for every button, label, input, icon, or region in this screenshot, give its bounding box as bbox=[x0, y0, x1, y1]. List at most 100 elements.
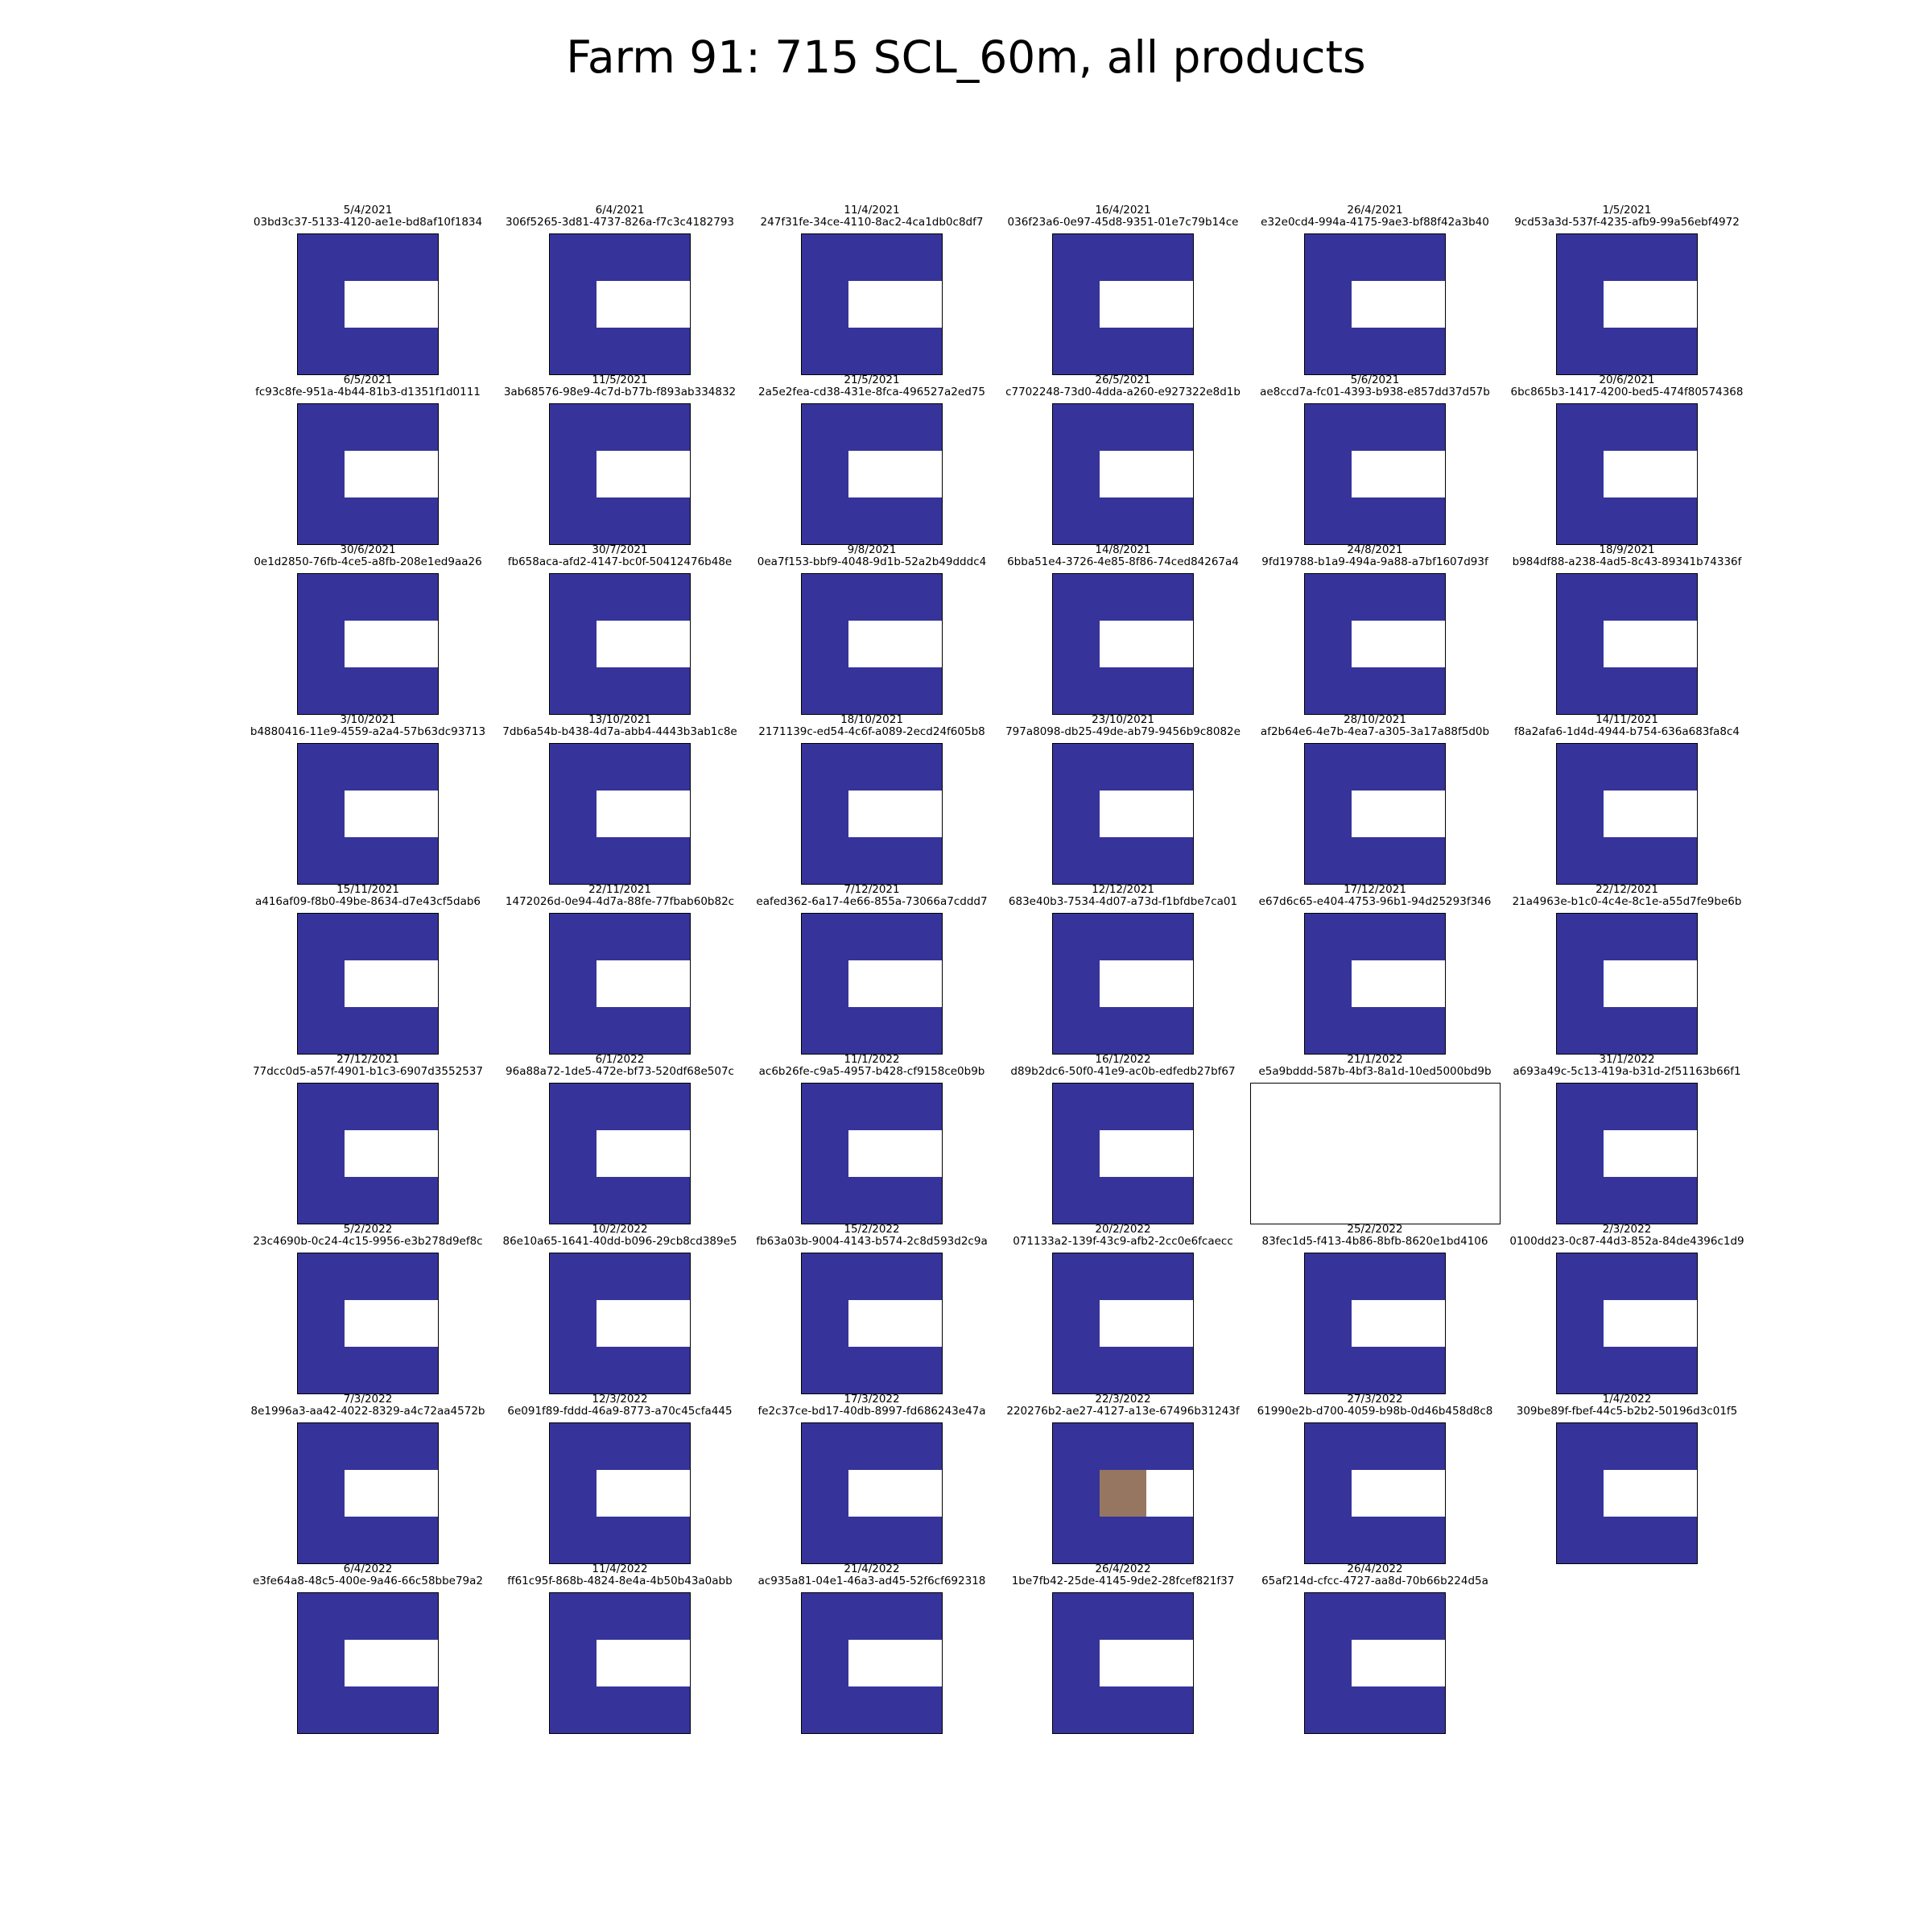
scl-pixel bbox=[643, 1347, 690, 1393]
scl-pixel bbox=[1146, 1423, 1193, 1472]
scl-pixel bbox=[643, 1686, 690, 1733]
scl-raster bbox=[1053, 1423, 1193, 1563]
scl-pixel bbox=[391, 451, 438, 499]
panel-product-id: 306f5265-3d81-4737-826a-f7c3c4182793 bbox=[506, 216, 734, 229]
scl-pixel bbox=[895, 1007, 942, 1054]
scl-pixel bbox=[345, 1130, 393, 1179]
scl-pixel bbox=[895, 574, 942, 622]
panel-title: 26/4/2022 1be7fb42-25de-4145-9de2-28fcef8… bbox=[986, 1563, 1260, 1587]
panel-title: 23/10/2021 797a8098-db25-49de-ab79-9456b9… bbox=[986, 714, 1260, 738]
scl-pixel bbox=[643, 667, 690, 714]
panel-title: 1/5/2021 9cd53a3d-537f-4235-afb9-99a56ebf… bbox=[1490, 204, 1764, 229]
scl-pixel bbox=[895, 1470, 942, 1518]
scl-raster bbox=[1053, 574, 1193, 714]
scl-pixel bbox=[895, 281, 942, 329]
scl-pixel bbox=[802, 1130, 850, 1179]
panel-title: 6/5/2021 fc93c8fe-951a-4b44-81b3-d1351f1d… bbox=[231, 374, 505, 398]
scl-pixel bbox=[1398, 1686, 1445, 1733]
panel-date: 17/3/2022 bbox=[844, 1393, 900, 1406]
scl-pixel bbox=[550, 234, 598, 283]
scl-pixel bbox=[1557, 1423, 1605, 1472]
scl-pixel bbox=[298, 574, 346, 622]
scl-pixel bbox=[1398, 1253, 1445, 1302]
scl-pixel bbox=[1557, 1084, 1605, 1132]
scl-raster bbox=[550, 914, 690, 1054]
scl-pixel bbox=[597, 1007, 645, 1054]
scl-pixel bbox=[895, 1423, 942, 1472]
scl-pixel bbox=[1604, 621, 1652, 669]
scl-pixel bbox=[895, 328, 942, 374]
panel-product-id: d89b2dc6-50f0-41e9-ac0b-edfedb27bf67 bbox=[1010, 1065, 1236, 1078]
panel-product-id: c7702248-73d0-4dda-a260-e927322e8d1b bbox=[1005, 386, 1241, 398]
scl-pixel bbox=[895, 837, 942, 884]
scl-pixel bbox=[550, 404, 598, 452]
panel-title: 26/4/2021 e32e0cd4-994a-4175-9ae3-bf88f42… bbox=[1238, 204, 1512, 229]
scl-thumbnail bbox=[549, 233, 691, 375]
scl-pixel bbox=[1352, 1300, 1400, 1348]
panel-product-id: b984df88-a238-4ad5-8c43-89341b74336f bbox=[1512, 555, 1742, 568]
scl-pixel bbox=[895, 1640, 942, 1688]
panel-title: 9/8/2021 0ea7f153-bbf9-4048-9d1b-52a2b49d… bbox=[735, 544, 1009, 568]
scl-thumbnail bbox=[1304, 403, 1446, 545]
scl-pixel bbox=[1650, 960, 1697, 1009]
scl-thumbnail bbox=[297, 1422, 439, 1564]
scl-raster bbox=[1305, 914, 1445, 1054]
scl-pixel bbox=[895, 960, 942, 1009]
scl-pixel bbox=[1053, 837, 1101, 884]
scl-pixel bbox=[802, 1470, 850, 1518]
scl-pixel bbox=[1398, 328, 1445, 374]
panel-product-id: 6bba51e4-3726-4e85-8f86-74ced84267a4 bbox=[1007, 555, 1239, 568]
scl-pixel bbox=[298, 621, 346, 669]
scl-pixel bbox=[1146, 234, 1193, 283]
scl-pixel bbox=[345, 667, 393, 714]
scl-pixel bbox=[550, 574, 598, 622]
scl-pixel bbox=[298, 1470, 346, 1518]
panel-title: 10/2/2022 86e10a65-1641-40dd-b096-29cb8cd… bbox=[483, 1224, 757, 1248]
scl-pixel bbox=[643, 451, 690, 499]
scl-pixel bbox=[1398, 451, 1445, 499]
scl-pixel bbox=[895, 1517, 942, 1563]
scl-pixel bbox=[643, 1517, 690, 1563]
scl-pixel bbox=[298, 1253, 346, 1302]
scl-pixel bbox=[1650, 1517, 1697, 1563]
scl-pixel bbox=[1352, 1347, 1400, 1393]
scl-pixel bbox=[550, 1130, 598, 1179]
scl-pixel bbox=[802, 1253, 850, 1302]
scl-pixel bbox=[345, 791, 393, 839]
scl-pixel bbox=[1352, 1423, 1400, 1472]
panel-date: 24/8/2021 bbox=[1347, 543, 1403, 556]
scl-pixel bbox=[550, 1347, 598, 1393]
panel-title: 11/1/2022 ac6b26fe-c9a5-4957-b428-cf9158c… bbox=[735, 1054, 1009, 1078]
scl-thumbnail bbox=[549, 1592, 691, 1734]
scl-pixel bbox=[1604, 281, 1652, 329]
scl-pixel bbox=[1352, 1517, 1400, 1563]
scl-pixel bbox=[597, 574, 645, 622]
scl-pixel bbox=[597, 1084, 645, 1132]
scl-raster bbox=[802, 1593, 942, 1733]
figure-title: Farm 91: 715 SCL_60m, all products bbox=[566, 31, 1366, 83]
scl-pixel bbox=[1557, 1300, 1605, 1348]
scl-pixel bbox=[597, 744, 645, 792]
scl-raster bbox=[298, 1084, 438, 1224]
scl-pixel bbox=[1352, 281, 1400, 329]
panel-title: 21/5/2021 2a5e2fea-cd38-431e-8fca-496527a… bbox=[735, 374, 1009, 398]
scl-pixel bbox=[1352, 621, 1400, 669]
scl-raster bbox=[550, 404, 690, 544]
panel-date: 5/2/2022 bbox=[343, 1223, 393, 1236]
scl-pixel bbox=[1100, 1423, 1148, 1472]
scl-pixel bbox=[298, 1084, 346, 1132]
scl-pixel bbox=[298, 497, 346, 544]
scl-pixel bbox=[1053, 1084, 1101, 1132]
panel-product-id: 9fd19788-b1a9-494a-9a88-a7bf1607d93f bbox=[1261, 555, 1488, 568]
scl-pixel bbox=[643, 1253, 690, 1302]
scl-pixel bbox=[1053, 667, 1101, 714]
scl-pixel bbox=[1305, 234, 1353, 283]
scl-pixel bbox=[391, 960, 438, 1009]
scl-pixel bbox=[802, 1007, 850, 1054]
scl-thumbnail bbox=[1304, 1592, 1446, 1734]
scl-thumbnail bbox=[801, 1253, 943, 1394]
scl-pixel bbox=[1604, 667, 1652, 714]
panel-product-id: 2a5e2fea-cd38-431e-8fca-496527a2ed75 bbox=[758, 386, 985, 398]
panel-date: 12/3/2022 bbox=[592, 1393, 648, 1406]
scl-pixel bbox=[1557, 404, 1605, 452]
